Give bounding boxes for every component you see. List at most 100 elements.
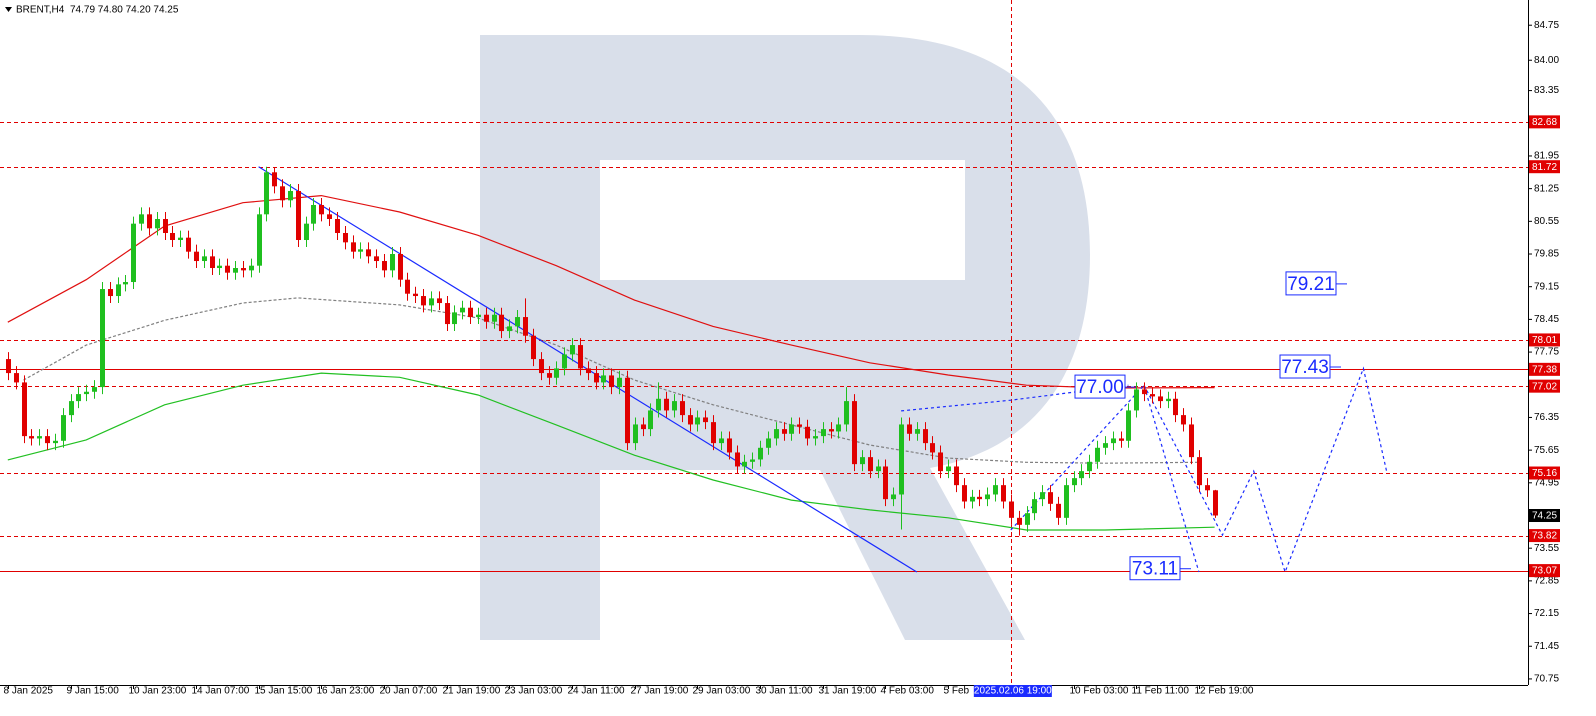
candle-body [813,436,818,439]
candle-body [69,401,74,416]
annotation-label: 79.21 [1287,274,1335,295]
y-tick-label: 81.25 [1534,183,1559,194]
level-label-bg [1529,529,1560,543]
candle-body [374,256,379,262]
y-tick-label: 78.45 [1534,314,1559,325]
candle-body [985,494,990,500]
candle-body [186,237,191,252]
candle-body [429,298,434,306]
candle-body [609,375,614,388]
level-label: 82.68 [1532,117,1557,128]
candle-body [578,345,583,369]
candle-body [782,429,787,434]
candle-body [680,401,685,416]
candle-body [719,438,724,444]
x-tick-label: 9 Jan 15:00 [67,686,120,697]
candle-body [202,256,207,262]
candle-body [523,317,528,336]
level-label: 73.82 [1532,531,1557,542]
candle-body [460,307,465,313]
candle-body [789,424,794,434]
candle-body [507,326,512,332]
candle-body [1072,478,1077,486]
candle-body [6,359,11,374]
candle-body [468,307,473,318]
candle-body [758,447,763,460]
x-tick-label: 16 Jan 23:00 [317,686,375,697]
x-tick-label: 30 Jan 11:00 [756,686,814,697]
candle-body [217,265,222,269]
y-tick-label: 73.55 [1534,543,1559,554]
candle-body [656,398,661,411]
indicator-line [901,384,1129,412]
candle-body [343,233,348,243]
candle-body [366,249,371,257]
indicator-line [23,297,1199,464]
crosshair-label-bg [973,685,1052,697]
candle-body [711,422,716,444]
candle-body [594,373,599,383]
indicator-line [7,194,1215,389]
candle-body [1205,485,1210,491]
candle-body [586,368,591,374]
x-tick-label: 10 Jan 23:00 [129,686,187,697]
candle-body [484,314,489,322]
candle-body [515,317,520,327]
candle-body [45,436,50,444]
candle-body [1064,485,1069,518]
candle-body [750,459,755,462]
candle-body [288,190,293,201]
candle-body [194,251,199,262]
candle-body [930,443,935,453]
current-price-label: 74.25 [1532,511,1557,522]
candle-body [923,429,928,444]
candle-body [163,218,168,234]
time-axis-panel [0,685,1596,716]
y-tick-label: 76.35 [1534,412,1559,423]
level-label: 81.72 [1532,162,1557,173]
candle-body [37,436,42,439]
candle-body [774,429,779,439]
candle-body [233,268,238,273]
x-tick-label: 23 Jan 03:00 [505,686,563,697]
level-label: 77.02 [1532,381,1557,392]
candle-body [437,298,442,304]
candle-body [703,417,708,423]
candle-body [116,284,121,297]
candle-body [1056,503,1061,518]
x-tick-label: 8 Jan 2025 [4,686,54,697]
indicator-line [7,372,1215,531]
x-tick-label: 21 Jan 19:00 [443,686,501,697]
x-tick-label: 27 Jan 19:00 [631,686,689,697]
candle-body [241,268,246,271]
candle-body [1166,398,1171,402]
candle-body [155,218,160,229]
candle-body [1087,461,1092,472]
candle-body [1134,389,1139,411]
candle-body [852,401,857,465]
y-tick-label: 79.15 [1534,281,1559,292]
candle-body [1142,389,1147,395]
x-tick-label: 14 Jan 07:00 [192,686,250,697]
candle-body [977,496,982,500]
candle-body [264,172,269,215]
candle-body [92,387,97,392]
candle-body [821,429,826,437]
candle-body [327,214,332,219]
menu-arrow[interactable] [5,7,12,12]
level-label-bg [1529,160,1560,174]
x-tick-label: 20 Jan 07:00 [380,686,438,697]
candle-body [1017,517,1022,525]
candle-body [170,233,175,241]
candle-body [1189,424,1194,458]
candle-body [61,415,66,441]
candle-body [84,391,89,395]
x-tick-label: 12 Feb 19:00 [1195,686,1254,697]
candle-body [476,314,481,318]
candle-body [492,314,497,322]
symbol-title: BRENT,H4 [16,5,65,16]
candle-body [688,415,693,425]
candle-body [1048,492,1053,504]
candle-body [625,377,630,444]
